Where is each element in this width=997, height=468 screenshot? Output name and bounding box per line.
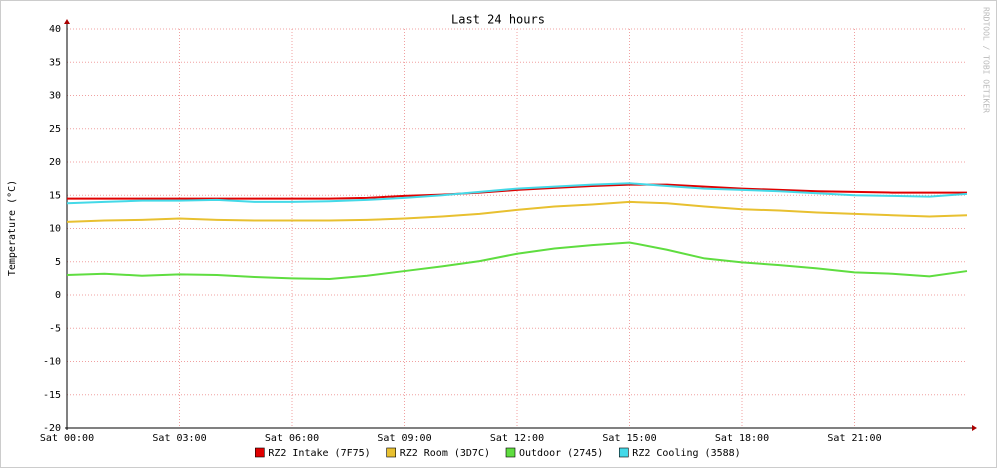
y-tick-label: -5	[49, 323, 61, 334]
y-tick-label: 35	[49, 57, 61, 68]
x-tick-label: Sat 03:00	[152, 433, 206, 444]
y-tick-label: 40	[49, 24, 61, 35]
x-tick-label: Sat 12:00	[490, 433, 544, 444]
x-tick-label: Sat 15:00	[602, 433, 656, 444]
y-tick-label: -20	[43, 423, 61, 434]
legend-swatch	[255, 447, 265, 458]
legend-label: Outdoor (2745)	[519, 448, 603, 459]
y-tick-label: 30	[49, 91, 61, 102]
legend-swatch	[618, 447, 629, 458]
legend-label: RZ2 Room (3D7C)	[400, 448, 490, 459]
y-arrow	[64, 19, 70, 24]
legend-item: RZ2 Room (3D7C)	[386, 447, 490, 459]
x-tick-label: Sat 00:00	[40, 433, 94, 444]
x-arrow	[972, 425, 977, 431]
chart-title: Last 24 hours	[451, 13, 545, 27]
legend-label: RZ2 Cooling (3588)	[632, 448, 740, 459]
legend-label: RZ2 Intake (7F75)	[268, 448, 370, 459]
legend-item: RZ2 Cooling (3588)	[618, 447, 741, 459]
series-line	[66, 182, 968, 205]
x-tick-label: Sat 21:00	[827, 433, 881, 444]
y-tick-label: 10	[49, 224, 61, 235]
x-tick-label: Sat 09:00	[377, 433, 431, 444]
x-tick-label: Sat 18:00	[715, 433, 769, 444]
legend-item: Outdoor (2745)	[505, 447, 603, 459]
series-line	[66, 241, 968, 281]
legend-item: RZ2 Intake (7F75)	[255, 447, 371, 459]
y-tick-label: -15	[43, 390, 61, 401]
series-line	[67, 183, 967, 200]
y-tick-label: 5	[55, 257, 61, 268]
legend-swatch	[386, 447, 396, 458]
y-tick-label: 15	[49, 190, 61, 201]
x-tick-label: Sat 06:00	[265, 433, 319, 444]
y-axis-label: Temperature (°C)	[7, 180, 18, 276]
legend-swatch	[505, 447, 516, 458]
series-line	[66, 200, 968, 223]
y-tick-label: 0	[55, 290, 61, 301]
y-tick-label: 20	[49, 157, 61, 168]
y-tick-label: -10	[43, 357, 61, 368]
watermark: RRDTOOL / TOBI OETIKER	[982, 7, 991, 113]
y-tick-label: 25	[49, 124, 61, 135]
